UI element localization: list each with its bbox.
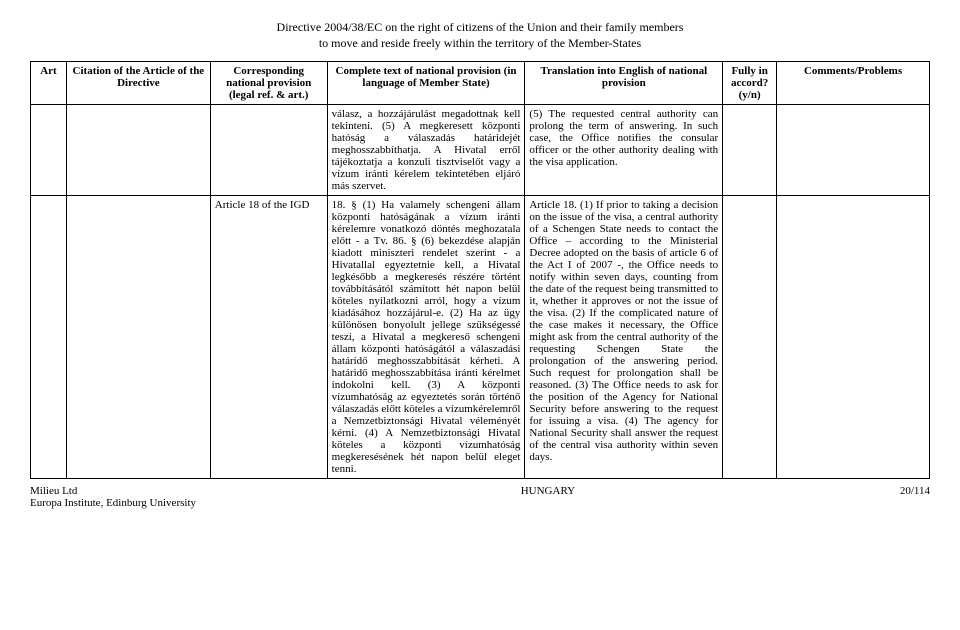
cell-comments [777, 196, 930, 479]
footer-page-number: 20/114 [900, 485, 930, 509]
cell-art [31, 196, 67, 479]
table-header-row: Art Citation of the Article of the Direc… [31, 62, 930, 105]
cell-corresponding: Article 18 of the IGD [210, 196, 327, 479]
page-footer: Milieu Ltd Europa Institute, Edinburg Un… [30, 485, 930, 509]
cell-national-text: válasz, a hozzájárulást megadottnak kell… [327, 105, 525, 196]
cell-accord [723, 196, 777, 479]
cell-art [31, 105, 67, 196]
document-title: Directive 2004/38/EC on the right of cit… [30, 20, 930, 51]
header-comments: Comments/Problems [777, 62, 930, 105]
cell-translation: (5) The requested central authority can … [525, 105, 723, 196]
header-translation: Translation into English of national pro… [525, 62, 723, 105]
conformity-table: Art Citation of the Article of the Direc… [30, 61, 930, 479]
cell-translation: Article 18. (1) If prior to taking a dec… [525, 196, 723, 479]
table-row: Article 18 of the IGD 18. § (1) Ha valam… [31, 196, 930, 479]
cell-national-text: 18. § (1) Ha valamely schengeni állam kö… [327, 196, 525, 479]
header-art: Art [31, 62, 67, 105]
footer-country: HUNGARY [196, 485, 900, 509]
cell-citation [66, 105, 210, 196]
table-row: válasz, a hozzájárulást megadottnak kell… [31, 105, 930, 196]
footer-org1: Milieu Ltd [30, 485, 77, 497]
footer-left: Milieu Ltd Europa Institute, Edinburg Un… [30, 485, 196, 509]
cell-comments [777, 105, 930, 196]
cell-citation [66, 196, 210, 479]
header-national: Corresponding national provision (legal … [210, 62, 327, 105]
footer-org2: Europa Institute, Edinburg University [30, 497, 196, 509]
cell-accord [723, 105, 777, 196]
title-line-1: Directive 2004/38/EC on the right of cit… [277, 20, 684, 34]
cell-corresponding [210, 105, 327, 196]
title-line-2: to move and reside freely within the ter… [319, 36, 641, 50]
header-complete: Complete text of national provision (in … [327, 62, 525, 105]
header-citation: Citation of the Article of the Directive [66, 62, 210, 105]
header-accord: Fully in accord? (y/n) [723, 62, 777, 105]
